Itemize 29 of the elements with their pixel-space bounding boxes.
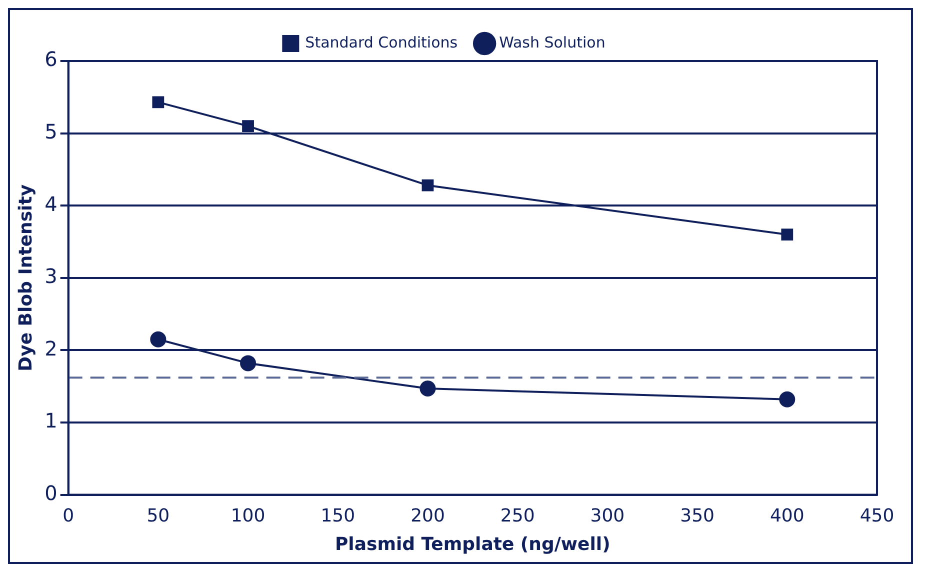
y-tick-label: 1 [44, 408, 58, 433]
point [779, 391, 796, 408]
x-tick-label: 450 [860, 505, 894, 526]
x-tick-label: 200 [410, 505, 445, 526]
point [420, 380, 436, 397]
y-tick-label: 6 [44, 47, 58, 72]
y-tick-label: 0 [44, 481, 58, 506]
x-tick-label: 250 [500, 505, 535, 526]
y-axis-title: Dye Blob Intensity [15, 184, 36, 372]
x-tick-label: 50 [146, 505, 170, 526]
point [422, 179, 434, 192]
x-tick-label: 300 [590, 505, 625, 526]
y-tick-label: 2 [44, 336, 58, 360]
x-tick-label: 350 [680, 505, 714, 526]
y-tick-label: 3 [44, 264, 58, 288]
point [240, 355, 256, 372]
y-tick-label: 4 [44, 192, 58, 216]
point [152, 96, 164, 108]
point [150, 331, 166, 348]
x-tick-label: 400 [770, 505, 804, 526]
x-tick-label: 150 [320, 505, 356, 526]
x-tick-label: 0 [62, 505, 74, 526]
y-tick-label: 5 [44, 120, 58, 144]
x-tick-label: 100 [230, 505, 266, 526]
x-axis-title: Plasmid Template (ng/well) [334, 534, 610, 555]
point [242, 120, 254, 132]
point [781, 228, 794, 240]
legend-label: Wash Solution [499, 33, 606, 52]
legend-label: Standard Conditions [305, 33, 458, 52]
